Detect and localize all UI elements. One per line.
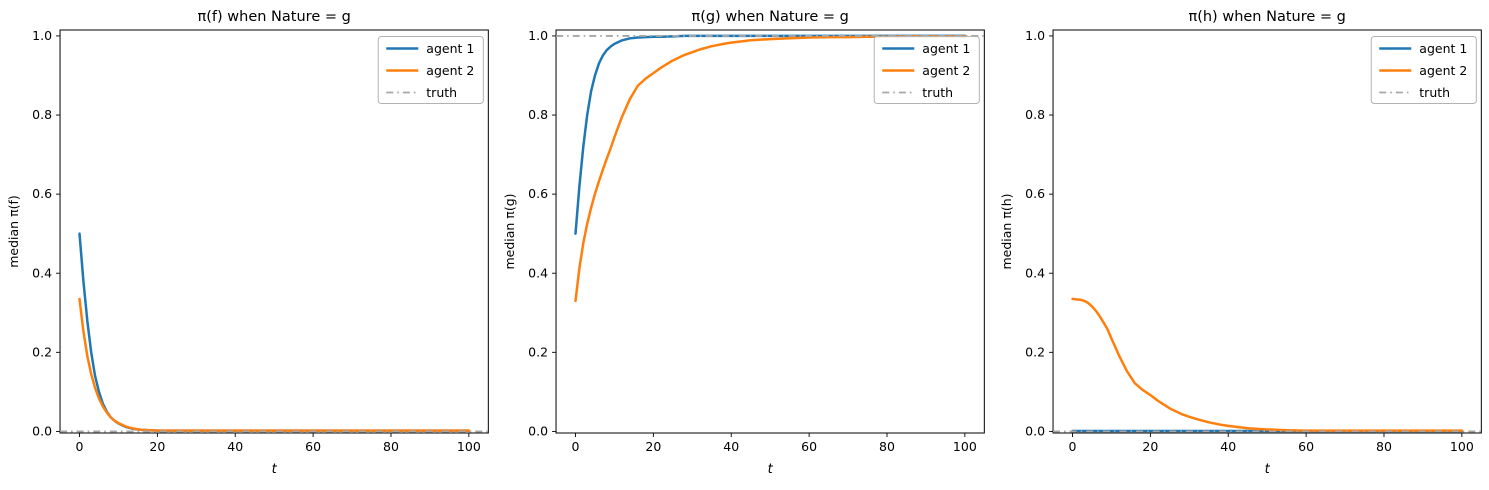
subplot-pi-f-canvas: 0.0 0.2 0.4 0.6 0.8 1.0 0 20 40 60 80 100 π(f) when …: [0, 0, 497, 490]
subplot-pi-h-canvas: 0.0 0.2 0.4 0.6 0.8 1.0 0 20 40 60 80 100 π(h) when …: [992, 0, 1489, 490]
p3-y-axis-label: median π(h): [999, 193, 1014, 269]
p1-x-tick-label-1: 20: [149, 439, 165, 454]
p3-y-tick-label-0: 0.0: [1025, 424, 1045, 439]
p3-series-agent-2-line: [1070, 297, 1463, 432]
p3-axes-spines: [1052, 29, 1482, 434]
p2-y-axis-label: median π(g): [502, 193, 517, 269]
p3-y-tick-label-5: 1.0: [1025, 28, 1045, 43]
p1-x-axis-label: t: [272, 462, 278, 477]
subplot-pi-h: 0.0 0.2 0.4 0.6 0.8 1.0 0 20 40 60 80 100 π(h) when …: [992, 0, 1489, 490]
p2-y-tick-label-4: 0.8: [528, 107, 548, 122]
subplot-pi-f: 0.0 0.2 0.4 0.6 0.8 1.0 0 20 40 60 80 100 π(f) when …: [0, 0, 497, 490]
p2-legend-label-0: agent 1: [923, 41, 971, 56]
p3-x-tick-label-0: 0: [1068, 439, 1076, 454]
p1-legend-label-2: truth: [426, 85, 457, 100]
p2-x-tick-label-3: 60: [801, 439, 817, 454]
p1-legend-box: [377, 36, 484, 104]
p1-y-tick-label-5: 1.0: [32, 28, 52, 43]
p3-legend-label-2: truth: [1419, 85, 1450, 100]
p2-y-tick-label-1: 0.2: [528, 344, 548, 359]
p2-x-axis-label: t: [768, 462, 774, 477]
p2-x-tick-label-5: 100: [953, 439, 977, 454]
p2-x-tick-label-4: 80: [879, 439, 895, 454]
p2-axes-spines: [555, 29, 986, 434]
p3-x-tick-label-3: 60: [1298, 439, 1314, 454]
p3-y-tick-label-3: 0.6: [1025, 186, 1045, 201]
p1-x-tick-label-3: 60: [305, 439, 321, 454]
p1-y-tick-label-4: 0.8: [32, 107, 52, 122]
p2-legend-label-1: agent 2: [923, 63, 971, 78]
p1-y-tick-label-3: 0.6: [32, 186, 52, 201]
p3-legend-label-1: agent 2: [1419, 63, 1467, 78]
p1-x-tick-label-2: 40: [227, 439, 243, 454]
p3-legend-box: [1370, 36, 1477, 104]
p3-y-tick-label-1: 0.2: [1025, 344, 1045, 359]
p2-x-tick-label-1: 20: [646, 439, 662, 454]
subplot-pi-g-canvas: 0.0 0.2 0.4 0.6 0.8 1.0 0 20 40 60 80 100 π(g) when …: [496, 0, 993, 490]
p2-title: π(g) when Nature = g: [692, 9, 849, 25]
subplot-pi-g: 0.0 0.2 0.4 0.6 0.8 1.0 0 20 40 60 80 100 π(g) when …: [496, 0, 993, 490]
p2-legend-box: [874, 36, 981, 104]
p3-legend-label-0: agent 1: [1419, 41, 1467, 56]
p3-x-axis-label: t: [1264, 462, 1270, 477]
p3-x-tick-label-5: 100: [1450, 439, 1474, 454]
p1-y-tick-label-0: 0.0: [32, 424, 52, 439]
p2-y-tick-label-3: 0.6: [528, 186, 548, 201]
p1-x-tick-label-0: 0: [76, 439, 84, 454]
p1-y-tick-label-2: 0.4: [32, 265, 52, 280]
p1-y-tick-label-1: 0.2: [32, 344, 52, 359]
p2-x-tick-label-0: 0: [572, 439, 580, 454]
p2-legend-label-2: truth: [923, 85, 954, 100]
p1-axes-spines: [59, 29, 489, 434]
p1-x-tick-label-4: 80: [383, 439, 399, 454]
p3-title: π(h) when Nature = g: [1188, 9, 1345, 25]
p1-legend-label-1: agent 2: [426, 63, 474, 78]
p1-legend-label-0: agent 1: [426, 41, 474, 56]
p2-y-tick-label-2: 0.4: [528, 265, 548, 280]
p1-x-tick-label-5: 100: [457, 439, 481, 454]
p2-y-tick-label-0: 0.0: [528, 424, 548, 439]
p1-y-axis-label: median π(f): [6, 195, 21, 267]
p3-x-tick-label-1: 20: [1142, 439, 1158, 454]
p3-y-tick-label-4: 0.8: [1025, 107, 1045, 122]
p2-x-tick-label-2: 40: [724, 439, 740, 454]
p2-series-agent-2-line: [574, 35, 967, 303]
p1-title: π(f) when Nature = g: [198, 9, 351, 25]
p3-x-tick-label-4: 80: [1376, 439, 1392, 454]
p3-y-tick-label-2: 0.4: [1025, 265, 1045, 280]
p3-x-tick-label-2: 40: [1220, 439, 1236, 454]
p2-y-tick-label-5: 1.0: [528, 28, 548, 43]
